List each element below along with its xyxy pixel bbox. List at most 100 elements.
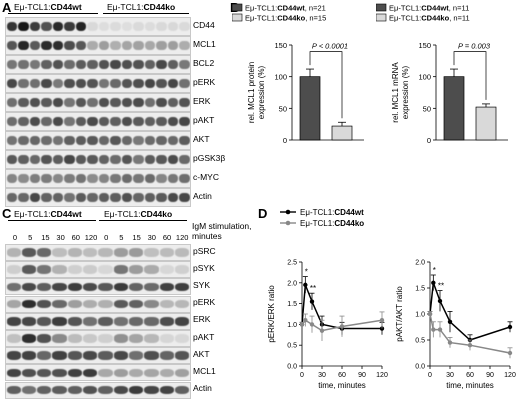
data-point-cd44ko — [339, 324, 345, 329]
blot-band — [144, 40, 155, 51]
data-point-cd44ko — [447, 340, 453, 345]
y-tick-label: 2.5 — [287, 260, 297, 267]
blot-band — [159, 265, 175, 275]
blot-band — [21, 351, 37, 361]
blot-band — [110, 116, 121, 127]
blot-label-mcl1: MCL1 — [193, 38, 216, 49]
blot-band — [167, 192, 178, 203]
blot-label-pakt: pAKT — [193, 331, 215, 342]
blot-strip-pgsk3 — [5, 150, 191, 169]
y-tick-label: 2.0 — [415, 260, 425, 267]
blot-band — [110, 40, 121, 51]
timepoint-label: 15 — [132, 233, 141, 242]
blot-band — [121, 40, 132, 51]
blot-strip-akt — [5, 131, 191, 150]
blot-band — [87, 21, 98, 32]
blot-band — [21, 316, 37, 326]
blot-band — [179, 116, 190, 127]
significance-star: ** — [310, 284, 316, 293]
blot-band — [29, 59, 40, 70]
blot-band — [67, 351, 83, 361]
blot-band — [87, 116, 98, 127]
blot-band — [64, 78, 75, 89]
blot-band — [6, 192, 17, 203]
blot-band — [64, 154, 75, 165]
blot-band — [133, 173, 144, 184]
blot-band — [98, 40, 109, 51]
blot-band — [167, 116, 178, 127]
blot-band — [179, 173, 190, 184]
blot-band — [167, 40, 178, 51]
x-tick-label: 120 — [504, 372, 516, 379]
blot-band — [52, 299, 67, 309]
blot-band — [129, 351, 144, 361]
blot-band — [121, 135, 132, 146]
blot-band — [175, 282, 190, 292]
blot-band — [83, 265, 98, 275]
blot-band — [156, 78, 167, 89]
blot-band — [167, 154, 178, 165]
blot-band — [6, 265, 21, 275]
blot-band — [18, 59, 29, 70]
blot-label-perk: pERK — [193, 297, 216, 308]
blot-band — [133, 59, 144, 70]
blot-band — [6, 59, 17, 70]
blot-strip-syk — [5, 278, 191, 296]
blot-band — [6, 116, 17, 127]
blot-band — [37, 334, 52, 343]
blot-band — [98, 265, 113, 275]
blot-band — [18, 40, 29, 51]
x-tick-label: 60 — [466, 372, 474, 379]
legend-marker-cd44ko — [285, 220, 291, 226]
y-axis-label: pERK/ERK ratio — [267, 285, 276, 343]
blot-band — [41, 40, 52, 51]
significance-bracket — [453, 51, 487, 100]
y-axis-label: pAKT/AKT ratio — [395, 286, 404, 342]
blot-band — [175, 316, 190, 326]
blot-band — [129, 282, 144, 292]
blot-strip-cd44 — [5, 17, 191, 36]
blot-band — [98, 299, 113, 309]
blot-label-pakt: pAKT — [193, 114, 215, 125]
blot-band — [144, 282, 159, 292]
blot-band — [83, 248, 98, 257]
stimulation-label-unit: minutes — [192, 231, 222, 241]
blot-band — [52, 78, 63, 89]
blot-band — [179, 97, 190, 108]
blot-band — [29, 192, 40, 203]
blot-band — [98, 282, 113, 292]
data-point-cd44ko — [437, 327, 443, 332]
group-underline-ko-c — [99, 220, 187, 221]
timepoint-label: 60 — [71, 233, 80, 242]
blot-band — [144, 248, 159, 257]
blot-band — [52, 351, 67, 361]
blot-band — [41, 154, 52, 165]
blot-strip-actin — [5, 381, 191, 399]
blot-band — [67, 368, 83, 378]
blot-band — [156, 173, 167, 184]
blot-band — [6, 21, 17, 32]
blot-band — [98, 368, 113, 378]
blot-band — [64, 40, 75, 51]
y-tick-label: 100 — [418, 73, 431, 82]
perk-ratio-line-chart: Eμ-TCL1:CD44wt Eμ-TCL1:CD44ko 0.0 0.5 1.0 1.5… — [267, 208, 388, 390]
blot-band — [52, 334, 67, 343]
blot-band — [144, 154, 155, 165]
blot-band — [110, 173, 121, 184]
blot-band — [113, 265, 129, 275]
blot-band — [133, 97, 144, 108]
timepoint-label: 30 — [147, 233, 156, 242]
blot-strip-pakt — [5, 112, 191, 131]
timepoint-label: 0 — [104, 233, 109, 242]
blot-band — [29, 173, 40, 184]
blot-band — [175, 368, 190, 378]
x-tick-label: 120 — [376, 372, 388, 379]
blot-band — [133, 78, 144, 89]
y-axis-label: rel. MCL1 mRNA — [391, 62, 400, 123]
blot-band — [129, 299, 144, 309]
blot-band — [41, 21, 52, 32]
blot-band — [52, 135, 63, 146]
x-tick-label: 90 — [358, 372, 366, 379]
blot-band — [144, 97, 155, 108]
